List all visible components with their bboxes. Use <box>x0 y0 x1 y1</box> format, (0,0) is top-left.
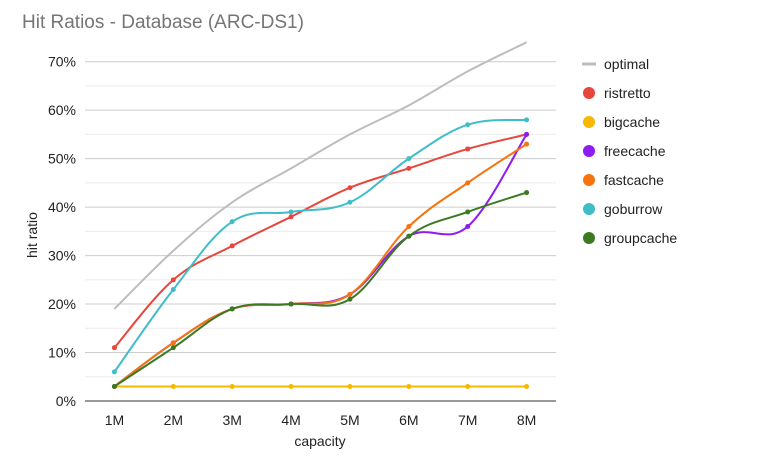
data-point-bigcache <box>170 383 176 389</box>
x-tick-label: 2M <box>164 412 183 428</box>
legend-swatch <box>583 232 595 244</box>
data-point-fastcache <box>524 141 530 147</box>
y-axis-label: hit ratio <box>24 212 40 258</box>
legend: optimal ristretto bigcache freecache fastcac… <box>582 56 677 246</box>
legend-item-fastcache: fastcache <box>583 172 664 188</box>
legend-swatch <box>583 145 595 157</box>
data-point-ristretto <box>170 277 176 283</box>
series-fastcache <box>111 141 530 389</box>
legend-label: groupcache <box>604 230 677 246</box>
x-axis-ticks: 1M 2M 3M 4M 5M 6M 7M 8M <box>105 412 537 428</box>
data-point-goburrow <box>465 122 471 128</box>
series-line-groupcache <box>113 191 527 388</box>
data-point-freecache <box>465 224 471 229</box>
legend-item-ristretto: ristretto <box>583 85 651 101</box>
legend-swatch <box>583 174 595 186</box>
series-line-freecache <box>113 133 528 388</box>
legend-label: bigcache <box>604 114 660 130</box>
grid-lines <box>85 61 556 402</box>
y-tick-label: 30% <box>48 248 76 264</box>
data-point-goburrow <box>229 219 235 225</box>
data-point-goburrow <box>347 199 353 205</box>
data-point-ristretto <box>347 185 353 191</box>
data-point-ristretto <box>465 146 471 152</box>
data-point-goburrow <box>288 209 294 215</box>
x-tick-label: 8M <box>517 412 536 428</box>
series-lines <box>111 41 530 389</box>
data-point-bigcache <box>347 383 353 389</box>
data-point-fastcache <box>170 340 176 346</box>
y-tick-label: 0% <box>56 393 76 409</box>
x-tick-label: 5M <box>340 412 359 428</box>
y-tick-label: 50% <box>48 151 76 167</box>
series-goburrow <box>111 117 530 375</box>
data-point-groupcache <box>288 301 294 307</box>
series-line-optimal <box>113 41 528 310</box>
x-tick-label: 3M <box>222 412 241 428</box>
legend-label: optimal <box>604 56 649 72</box>
series-line-goburrow <box>113 118 527 373</box>
data-point-fastcache <box>347 291 353 297</box>
data-point-groupcache <box>347 296 353 302</box>
data-point-goburrow <box>111 369 117 375</box>
data-point-fastcache <box>406 224 412 229</box>
legend-label: fastcache <box>604 172 664 188</box>
legend-item-groupcache: groupcache <box>583 230 677 246</box>
series-optimal <box>113 41 528 310</box>
data-point-bigcache <box>288 383 294 389</box>
data-point-bigcache <box>524 383 530 389</box>
legend-swatch <box>583 203 595 215</box>
data-point-groupcache <box>465 209 471 215</box>
x-tick-label: 1M <box>105 412 124 428</box>
data-point-ristretto <box>111 345 117 351</box>
y-tick-label: 70% <box>48 54 76 70</box>
data-point-ristretto <box>288 214 294 220</box>
y-tick-label: 40% <box>48 199 76 215</box>
data-point-goburrow <box>406 156 412 162</box>
legend-swatch <box>583 116 595 128</box>
y-tick-label: 10% <box>48 345 76 361</box>
data-point-bigcache <box>465 383 471 389</box>
data-point-ristretto <box>406 165 412 171</box>
data-point-bigcache <box>229 383 235 389</box>
series-line-ristretto <box>113 133 527 349</box>
legend-item-freecache: freecache <box>583 143 666 159</box>
legend-label: ristretto <box>604 85 651 101</box>
legend-item-goburrow: goburrow <box>583 201 663 217</box>
data-point-goburrow <box>170 287 176 293</box>
data-point-bigcache <box>406 383 412 389</box>
y-tick-label: 60% <box>48 102 76 118</box>
data-point-groupcache <box>406 233 412 239</box>
y-tick-label: 20% <box>48 296 76 312</box>
data-point-groupcache <box>170 345 176 351</box>
x-tick-label: 4M <box>281 412 300 428</box>
data-point-groupcache <box>111 383 117 389</box>
legend-label: freecache <box>604 143 666 159</box>
data-point-groupcache <box>229 306 235 312</box>
data-point-goburrow <box>524 117 530 123</box>
legend-swatch <box>583 87 595 99</box>
x-axis-label: capacity <box>294 433 345 449</box>
legend-item-optimal: optimal <box>582 56 649 72</box>
legend-item-bigcache: bigcache <box>583 114 660 130</box>
data-point-fastcache <box>465 180 471 186</box>
x-tick-label: 7M <box>458 412 477 428</box>
data-point-freecache <box>524 131 530 137</box>
data-point-groupcache <box>524 190 530 196</box>
data-point-ristretto <box>229 243 235 249</box>
legend-label: goburrow <box>604 201 663 217</box>
series-ristretto <box>111 131 530 351</box>
chart-title: Hit Ratios - Database (ARC-DS1) <box>22 12 304 33</box>
series-freecache <box>111 131 530 389</box>
series-groupcache <box>111 190 530 389</box>
series-line-fastcache <box>113 143 528 388</box>
y-axis-ticks: 0% 10% 20% 30% 40% 50% 60% 70% <box>48 54 76 409</box>
series-bigcache <box>111 383 530 389</box>
x-tick-label: 6M <box>399 412 418 428</box>
